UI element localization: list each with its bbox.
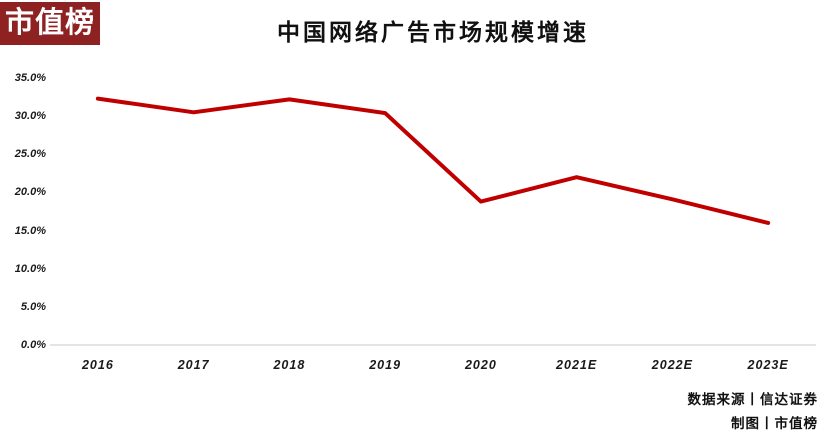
x-tick-label: 2019 (369, 358, 402, 372)
growth-rate-line-series (95, 96, 771, 225)
chart-author-credit: 制图丨市值榜 (731, 416, 818, 431)
x-tick-label: 2023E (747, 358, 789, 372)
shizhibang-logo: 市值榜 (0, 2, 100, 45)
x-tick-label: 2018 (273, 358, 306, 372)
x-tick-label: 2017 (177, 358, 210, 372)
data-source-credit: 数据来源丨信达证券 (687, 392, 818, 407)
y-tick-label: 0.0% (20, 339, 46, 351)
y-tick-label: 30.0% (14, 110, 46, 123)
x-tick-label: 2022E (651, 358, 693, 372)
y-tick-label: 25.0% (14, 148, 46, 161)
y-tick-label: 5.0% (20, 300, 46, 313)
y-tick-label: 10.0% (14, 262, 46, 275)
chart-title: 中国网络广告市场规模增速 (277, 19, 589, 45)
x-tick-label: 2016 (81, 358, 114, 372)
y-tick-label: 15.0% (14, 224, 46, 237)
y-tick-label: 20.0% (14, 186, 46, 199)
y-tick-label: 35.0% (14, 72, 46, 84)
x-tick-label: 2021E (556, 358, 598, 372)
x-tick-label: 2020 (464, 358, 497, 372)
